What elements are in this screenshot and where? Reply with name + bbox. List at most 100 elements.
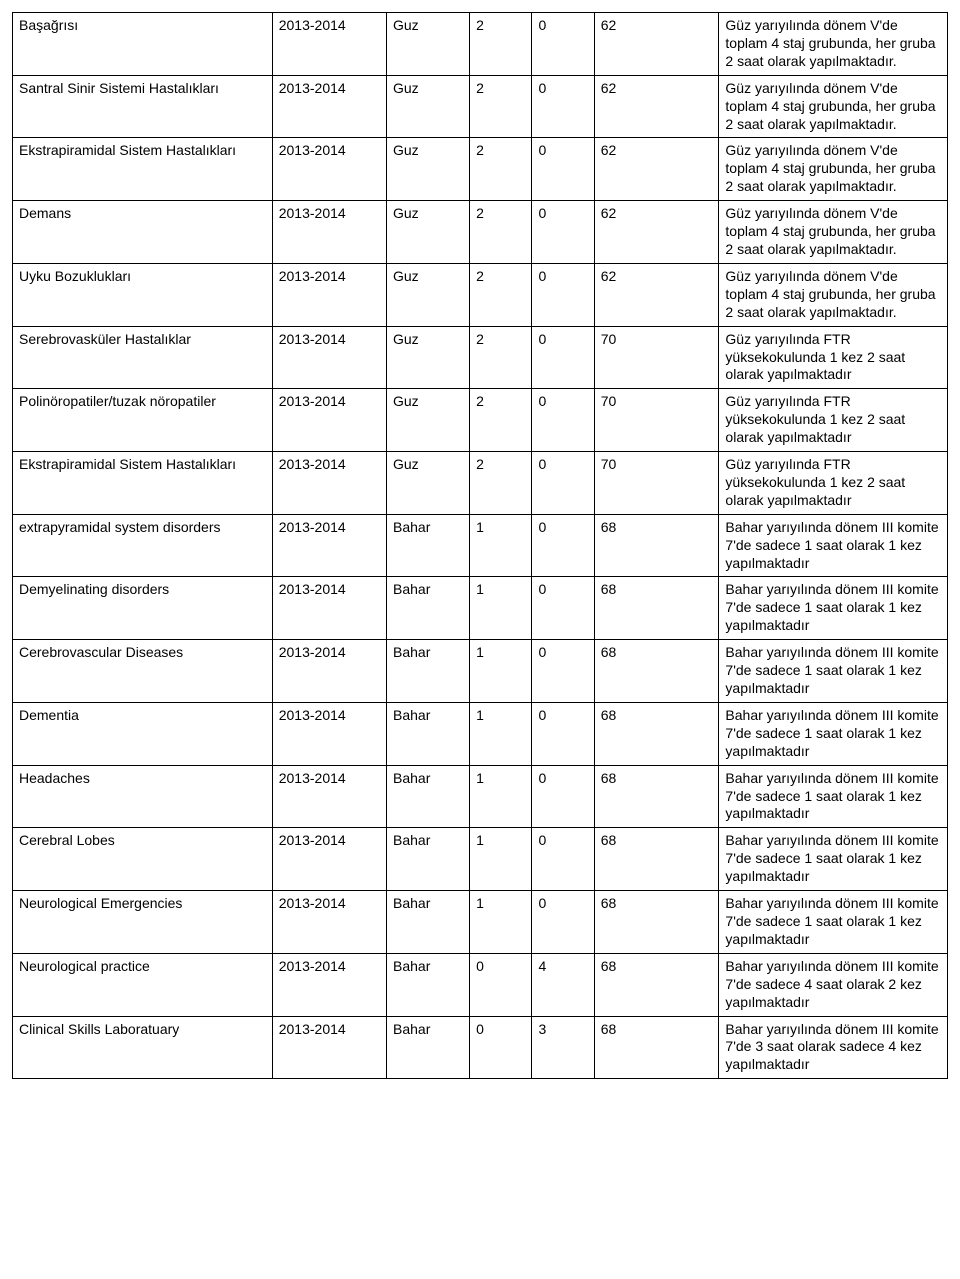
table-cell: Guz [387, 452, 470, 515]
table-cell: 2 [470, 13, 532, 76]
table-cell: 62 [594, 13, 719, 76]
table-cell: 2 [470, 75, 532, 138]
table-cell: 2 [470, 452, 532, 515]
table-cell: 2013-2014 [272, 640, 386, 703]
table-cell: Demans [13, 201, 273, 264]
table-cell: 2 [470, 263, 532, 326]
table-cell: 62 [594, 75, 719, 138]
table-cell: 1 [470, 765, 532, 828]
table-cell: 0 [532, 514, 594, 577]
table-cell: Guz [387, 326, 470, 389]
table-cell: Bahar [387, 828, 470, 891]
table-cell: 0 [532, 702, 594, 765]
table-cell: 0 [532, 577, 594, 640]
table-cell: Demyelinating disorders [13, 577, 273, 640]
table-cell: 0 [532, 75, 594, 138]
table-cell: Headaches [13, 765, 273, 828]
table-cell: 68 [594, 953, 719, 1016]
table-cell: 68 [594, 577, 719, 640]
table-cell: 2013-2014 [272, 953, 386, 1016]
table-cell: Güz yarıyılında dönem V'de toplam 4 staj… [719, 138, 948, 201]
table-cell: Bahar [387, 577, 470, 640]
table-cell: 0 [532, 201, 594, 264]
table-cell: Cerebrovascular Diseases [13, 640, 273, 703]
course-table-body: Başağrısı2013-2014Guz2062Güz yarıyılında… [13, 13, 948, 1079]
table-cell: Bahar [387, 514, 470, 577]
course-table: Başağrısı2013-2014Guz2062Güz yarıyılında… [12, 12, 948, 1079]
table-cell: 0 [532, 263, 594, 326]
table-cell: 2 [470, 389, 532, 452]
table-row: extrapyramidal system disorders2013-2014… [13, 514, 948, 577]
table-row: Neurological Emergencies2013-2014Bahar10… [13, 891, 948, 954]
table-cell: 0 [532, 138, 594, 201]
table-row: Demans2013-2014Guz2062Güz yarıyılında dö… [13, 201, 948, 264]
table-row: Serebrovasküler Hastalıklar2013-2014Guz2… [13, 326, 948, 389]
table-cell: Güz yarıyılında dönem V'de toplam 4 staj… [719, 75, 948, 138]
table-cell: Güz yarıyılında FTR yüksekokulunda 1 kez… [719, 452, 948, 515]
table-row: Ekstrapiramidal Sistem Hastalıkları2013-… [13, 138, 948, 201]
table-cell: Cerebral Lobes [13, 828, 273, 891]
table-cell: 62 [594, 201, 719, 264]
table-cell: 1 [470, 514, 532, 577]
table-cell: Bahar [387, 702, 470, 765]
table-cell: 0 [532, 389, 594, 452]
table-cell: Güz yarıyılında FTR yüksekokulunda 1 kez… [719, 326, 948, 389]
table-cell: Santral Sinir Sistemi Hastalıkları [13, 75, 273, 138]
table-cell: 68 [594, 640, 719, 703]
table-cell: 2013-2014 [272, 326, 386, 389]
table-cell: extrapyramidal system disorders [13, 514, 273, 577]
table-cell: Güz yarıyılında dönem V'de toplam 4 staj… [719, 13, 948, 76]
table-cell: 3 [532, 1016, 594, 1079]
table-cell: 62 [594, 138, 719, 201]
table-cell: Bahar yarıyılında dönem III komite 7'de … [719, 765, 948, 828]
table-cell: 68 [594, 891, 719, 954]
table-cell: Bahar yarıyılında dönem III komite 7'de … [719, 1016, 948, 1079]
table-cell: 1 [470, 891, 532, 954]
table-row: Dementia2013-2014Bahar1068Bahar yarıyılı… [13, 702, 948, 765]
table-cell: Güz yarıyılında dönem V'de toplam 4 staj… [719, 201, 948, 264]
table-cell: Serebrovasküler Hastalıklar [13, 326, 273, 389]
table-row: Ekstrapiramidal Sistem Hastalıkları2013-… [13, 452, 948, 515]
table-row: Headaches2013-2014Bahar1068Bahar yarıyıl… [13, 765, 948, 828]
table-cell: 1 [470, 640, 532, 703]
table-cell: 2013-2014 [272, 75, 386, 138]
table-cell: Bahar yarıyılında dönem III komite 7'de … [719, 514, 948, 577]
table-cell: 0 [532, 765, 594, 828]
table-cell: Polinöropatiler/tuzak nöropatiler [13, 389, 273, 452]
table-row: Santral Sinir Sistemi Hastalıkları2013-2… [13, 75, 948, 138]
table-cell: Bahar [387, 891, 470, 954]
table-cell: 1 [470, 702, 532, 765]
table-cell: 68 [594, 765, 719, 828]
table-cell: Bahar [387, 1016, 470, 1079]
table-row: Uyku Bozuklukları2013-2014Guz2062Güz yar… [13, 263, 948, 326]
table-cell: 0 [532, 452, 594, 515]
table-row: Başağrısı2013-2014Guz2062Güz yarıyılında… [13, 13, 948, 76]
table-cell: Guz [387, 263, 470, 326]
table-cell: Bahar yarıyılında dönem III komite 7'de … [719, 702, 948, 765]
table-cell: 70 [594, 452, 719, 515]
table-cell: Bahar yarıyılında dönem III komite 7'de … [719, 640, 948, 703]
table-cell: 0 [470, 953, 532, 1016]
table-cell: Bahar yarıyılında dönem III komite 7'de … [719, 953, 948, 1016]
table-cell: 1 [470, 828, 532, 891]
table-row: Neurological practice2013-2014Bahar0468B… [13, 953, 948, 1016]
table-cell: 2013-2014 [272, 389, 386, 452]
table-cell: 2013-2014 [272, 263, 386, 326]
table-cell: 68 [594, 828, 719, 891]
table-cell: 2013-2014 [272, 891, 386, 954]
table-cell: Dementia [13, 702, 273, 765]
table-cell: 2013-2014 [272, 138, 386, 201]
table-cell: 2013-2014 [272, 1016, 386, 1079]
table-cell: Bahar yarıyılında dönem III komite 7'de … [719, 891, 948, 954]
table-cell: Guz [387, 138, 470, 201]
table-cell: 2013-2014 [272, 514, 386, 577]
table-cell: 2 [470, 326, 532, 389]
table-cell: 68 [594, 702, 719, 765]
table-row: Cerebrovascular Diseases2013-2014Bahar10… [13, 640, 948, 703]
table-cell: Guz [387, 13, 470, 76]
table-cell: 70 [594, 326, 719, 389]
table-cell: 0 [470, 1016, 532, 1079]
table-cell: 0 [532, 326, 594, 389]
table-cell: 2013-2014 [272, 13, 386, 76]
table-cell: 0 [532, 891, 594, 954]
